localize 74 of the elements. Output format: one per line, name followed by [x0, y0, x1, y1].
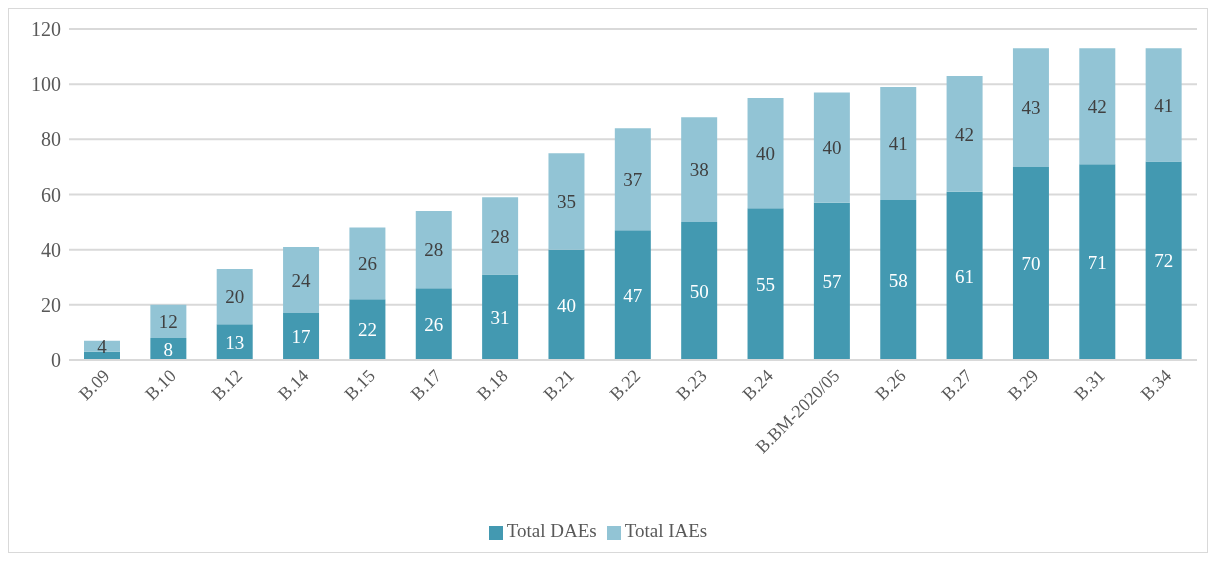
- data-label: 42: [955, 123, 975, 145]
- data-label: 12: [158, 311, 178, 333]
- bar: [813, 92, 850, 203]
- data-label: 43: [1021, 97, 1041, 119]
- data-label: 72: [1154, 250, 1174, 272]
- data-label: 38: [689, 159, 709, 181]
- bar: [548, 153, 585, 250]
- bar: [880, 200, 917, 360]
- y-tick-label: 120: [31, 18, 61, 41]
- data-label: 47: [623, 284, 643, 306]
- data-label: 70: [1021, 253, 1041, 275]
- bar: [747, 97, 784, 209]
- bar: [813, 202, 850, 360]
- data-label: 41: [1154, 94, 1174, 116]
- y-tick-label: 20: [41, 293, 61, 316]
- data-label: 58: [888, 269, 908, 291]
- bar: [349, 299, 386, 360]
- bar: [880, 86, 917, 201]
- x-tick-label: B.31: [1070, 365, 1109, 405]
- bar: [283, 246, 320, 314]
- bar: [482, 274, 519, 360]
- bar: [1012, 166, 1049, 360]
- bar: [681, 117, 718, 223]
- y-tick-label: 60: [41, 183, 61, 206]
- data-label: 57: [822, 271, 842, 293]
- y-tick-label: 80: [41, 128, 61, 151]
- bar: [548, 249, 585, 360]
- y-tick-label: 100: [31, 73, 61, 96]
- legend-label: Total DAEs: [506, 520, 597, 541]
- bar: [614, 230, 651, 360]
- bar: [216, 268, 253, 325]
- bar: [1079, 48, 1116, 165]
- data-label: 26: [424, 313, 444, 335]
- legend-label: Total IAEs: [624, 520, 708, 541]
- data-label: 41: [888, 133, 908, 155]
- bar: [1079, 164, 1116, 360]
- data-label: 35: [556, 191, 576, 213]
- bar: [946, 191, 983, 360]
- bar: [1145, 48, 1182, 162]
- data-label: 40: [756, 142, 776, 164]
- data-label: 50: [689, 280, 709, 302]
- data-label: 61: [955, 265, 975, 287]
- y-tick-label: 40: [41, 238, 61, 261]
- bar: [1012, 48, 1049, 167]
- data-label: 4: [97, 335, 108, 357]
- bar: [349, 227, 386, 300]
- bar: [150, 304, 187, 338]
- data-label: 13: [225, 331, 245, 353]
- bar: [946, 75, 983, 192]
- data-label: 40: [556, 294, 576, 316]
- data-label: 37: [623, 169, 643, 191]
- y-tick-label: 0: [51, 349, 61, 372]
- data-label: 28: [490, 225, 510, 247]
- bar: [681, 222, 718, 360]
- x-tick-label: B.21: [539, 365, 578, 405]
- data-label: 40: [822, 137, 842, 159]
- data-label: 17: [291, 326, 311, 348]
- data-label: 28: [424, 239, 444, 261]
- data-label: 55: [756, 273, 776, 295]
- bar: [283, 313, 320, 360]
- data-label: 24: [291, 269, 312, 291]
- data-label: 20: [225, 286, 245, 308]
- data-label: 26: [357, 253, 377, 275]
- bar: [415, 288, 452, 360]
- bar: [614, 128, 651, 231]
- data-label: 31: [490, 306, 510, 328]
- bar: [747, 208, 784, 360]
- data-label: 22: [357, 319, 377, 341]
- data-label: 71: [1087, 251, 1107, 273]
- bar: [415, 211, 452, 289]
- data-label: 8: [163, 338, 174, 360]
- bar: [482, 197, 519, 275]
- data-label: 42: [1087, 95, 1107, 117]
- bar: [1145, 161, 1182, 360]
